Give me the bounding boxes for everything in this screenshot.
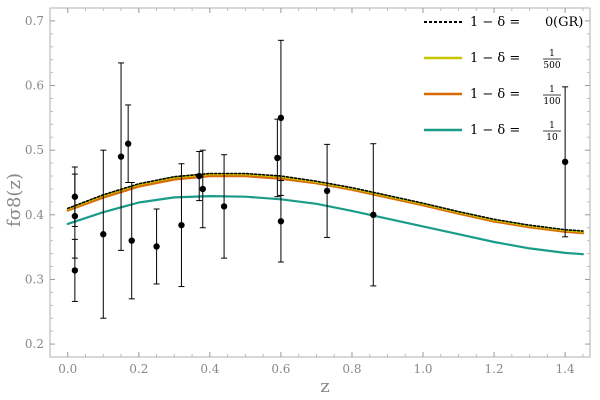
legend-entry: 1 − δ = 1 500 <box>424 49 561 71</box>
data-marker <box>277 114 285 122</box>
delta-1-10-curve <box>66 195 584 256</box>
data-marker <box>370 211 377 219</box>
data-marker <box>71 193 79 200</box>
data-marker <box>153 243 160 250</box>
x-tick-label: 1.0 <box>413 362 432 376</box>
legend-entry: 1 − δ = 0 (GR) <box>424 15 583 30</box>
data-marker <box>128 237 135 244</box>
model-curves <box>66 172 585 256</box>
data-marker <box>71 267 79 274</box>
data-marker <box>196 172 203 180</box>
legend-denominator: 10 <box>546 133 558 143</box>
y-tick-label: 0.5 <box>25 143 44 157</box>
data-marker <box>199 185 206 193</box>
x-tick-label: 0.8 <box>342 362 361 376</box>
data-point <box>178 163 185 288</box>
x-tick-label: 0.6 <box>271 362 290 376</box>
data-point <box>117 62 125 251</box>
legend-numerator: 1 <box>549 85 555 95</box>
data-point <box>71 166 79 227</box>
data-marker <box>100 231 107 238</box>
data-point <box>274 118 281 198</box>
x-axis-ticks: 0.0 0.2 0.4 0.6 0.8 1.0 1.2 1.4 <box>58 8 584 376</box>
y-axis-ticks: 0.2 0.3 0.4 0.5 0.6 0.7 <box>25 7 590 351</box>
gr-curve <box>67 172 584 232</box>
y-tick-label: 0.4 <box>25 208 44 222</box>
legend-suffix: (GR) <box>553 15 583 30</box>
y-tick-label: 0.2 <box>25 337 44 351</box>
y-axis-label: fσ8(z) <box>4 173 25 227</box>
data-marker <box>220 203 228 210</box>
y-tick-label: 0.6 <box>25 79 44 93</box>
data-point <box>561 86 569 238</box>
legend-prefix: 1 − δ = <box>470 15 520 30</box>
data-point <box>153 208 160 285</box>
plot-border <box>49 7 591 358</box>
legend-prefix: 1 − δ = <box>470 51 520 66</box>
y-tick-label: 0.3 <box>25 272 44 286</box>
legend-numerator: 1 <box>549 49 555 59</box>
data-marker <box>277 218 285 225</box>
data-point <box>370 143 377 287</box>
legend-numerator: 1 <box>549 121 555 131</box>
data-marker <box>323 187 331 195</box>
legend-prefix: 1 − δ = <box>470 123 520 138</box>
data-marker <box>117 153 125 160</box>
data-point <box>128 182 135 300</box>
legend-value: 0 <box>545 15 553 30</box>
legend-denominator: 500 <box>543 61 560 71</box>
x-axis-label: z <box>320 376 329 397</box>
data-point <box>100 149 107 319</box>
x-tick-label: 1.4 <box>556 362 575 376</box>
delta-1-100-curve <box>66 174 585 235</box>
data-marker <box>274 154 281 162</box>
data-point <box>220 154 228 259</box>
data-points <box>71 39 569 319</box>
x-tick-label: 0.0 <box>58 362 77 376</box>
y-tick-label: 0.7 <box>25 14 44 28</box>
data-point <box>323 143 331 238</box>
legend-entry: 1 − δ = 1 100 <box>424 85 561 107</box>
x-tick-label: 1.2 <box>485 362 504 376</box>
legend-denominator: 100 <box>543 97 560 107</box>
data-marker <box>124 140 132 147</box>
x-tick-label: 0.4 <box>200 362 219 376</box>
data-marker <box>561 158 569 166</box>
legend-prefix: 1 − δ = <box>470 87 520 102</box>
data-point <box>199 149 206 229</box>
legend-entry: 1 − δ = 1 10 <box>424 121 561 143</box>
data-point <box>277 39 285 196</box>
x-tick-label: 0.2 <box>129 362 148 376</box>
data-point <box>124 104 132 183</box>
data-marker <box>178 221 185 229</box>
plot-frame <box>49 7 591 358</box>
data-point <box>196 150 203 202</box>
